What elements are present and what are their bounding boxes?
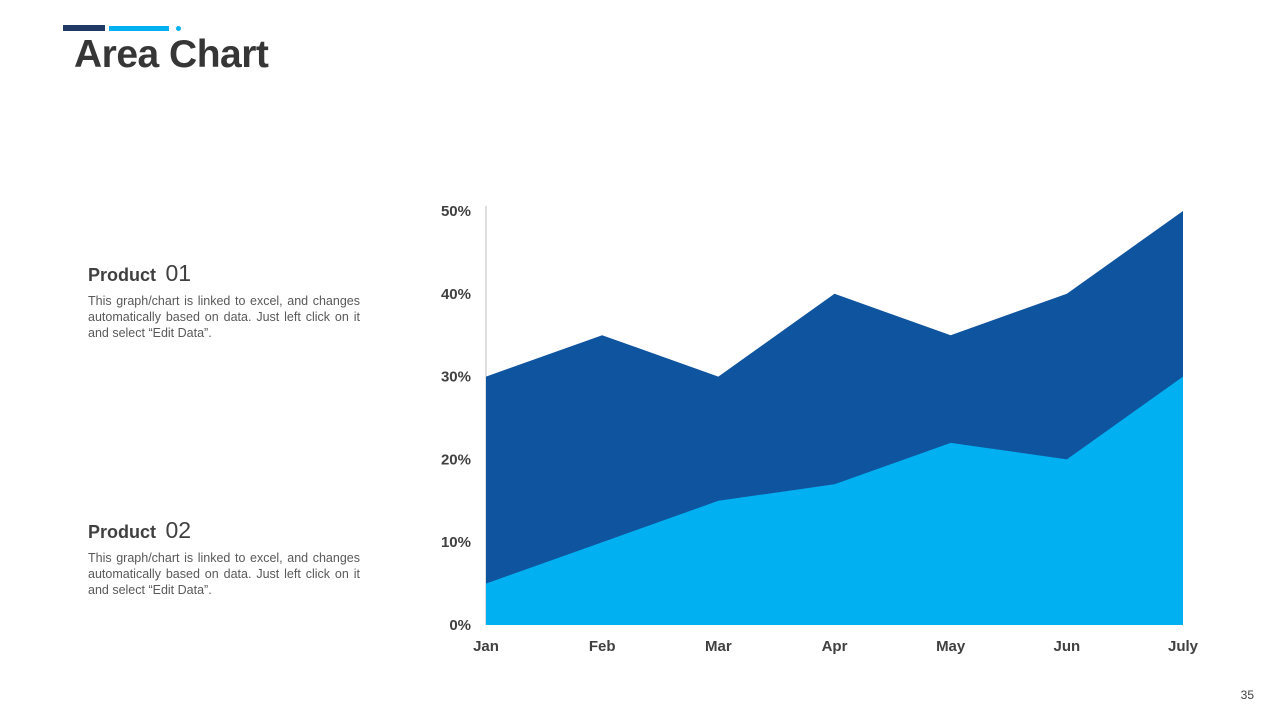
product-01-number: 01 bbox=[165, 260, 192, 286]
page-number: 35 bbox=[1240, 688, 1254, 702]
product-02-description: This graph/chart is linked to excel, and… bbox=[88, 551, 360, 597]
product-02-block: Product 02 This graph/chart is linked to… bbox=[88, 517, 360, 598]
area-chart-object[interactable]: 0% 10% 20% 30% 40% 50% Jan Feb Mar Apr May Jun July bbox=[420, 195, 1230, 685]
y-tick-label: 0% bbox=[449, 617, 471, 634]
area-chart-svg: 0% 10% 20% 30% 40% 50% Jan Feb Mar Apr May Jun July bbox=[441, 203, 1199, 655]
area-series-product-02 bbox=[486, 376, 1183, 625]
y-tick-label: 10% bbox=[441, 534, 471, 551]
product-02-number: 02 bbox=[165, 517, 192, 543]
product-01-heading: Product 01 bbox=[88, 260, 360, 287]
accent-dot bbox=[176, 26, 181, 31]
x-tick-label: Feb bbox=[589, 638, 616, 655]
y-tick-label: 50% bbox=[441, 203, 471, 220]
x-tick-label: Apr bbox=[822, 638, 848, 655]
x-tick-label: Mar bbox=[705, 638, 732, 655]
product-02-label: Product bbox=[88, 522, 157, 542]
y-tick-label: 20% bbox=[441, 451, 471, 468]
y-tick-label: 40% bbox=[441, 286, 471, 303]
x-tick-label: Jan bbox=[473, 638, 499, 655]
product-02-heading: Product 02 bbox=[88, 517, 360, 544]
x-tick-label: July bbox=[1168, 638, 1199, 655]
x-tick-label: Jun bbox=[1053, 638, 1080, 655]
product-01-description: This graph/chart is linked to excel, and… bbox=[88, 294, 360, 340]
product-01-block: Product 01 This graph/chart is linked to… bbox=[88, 260, 360, 341]
accent-bar-light bbox=[109, 26, 169, 31]
page-title: Area Chart bbox=[74, 33, 269, 76]
accent-bar-dark bbox=[63, 25, 105, 31]
x-tick-label: May bbox=[936, 638, 966, 655]
y-tick-label: 30% bbox=[441, 369, 471, 386]
product-01-label: Product bbox=[88, 265, 157, 285]
